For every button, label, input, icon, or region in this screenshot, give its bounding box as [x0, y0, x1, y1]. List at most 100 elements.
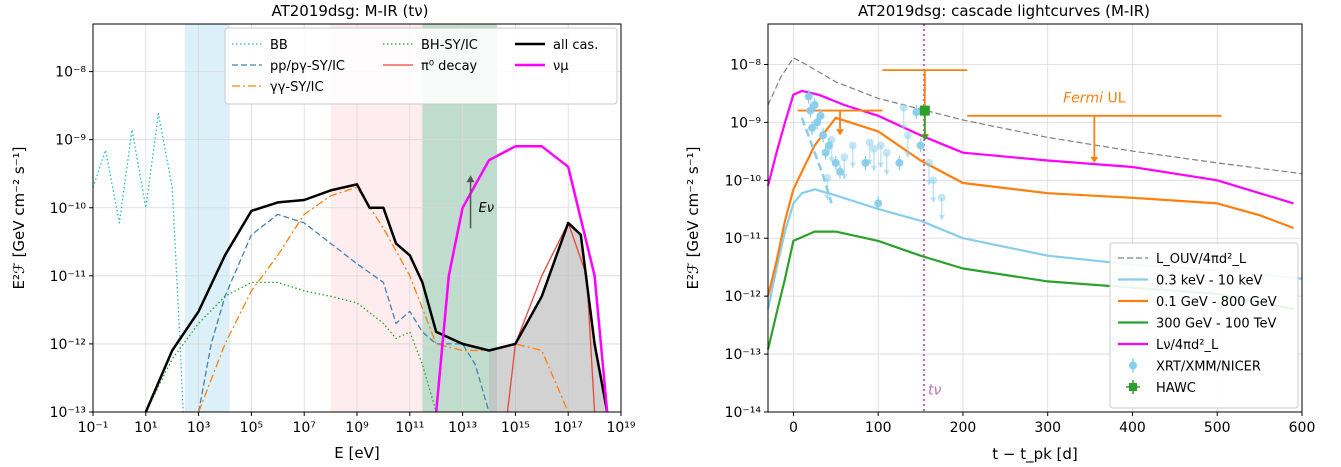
xray-point-18: [874, 199, 883, 208]
right-series-line-4: [766, 89, 1294, 205]
left-ytick-label-3: 10⁻¹⁰: [50, 201, 87, 217]
left-legend-label-5: all cas.: [553, 38, 598, 53]
left-xtick-label-5: 10⁹: [345, 420, 369, 436]
right-legend-label-4: Lν/4πd²_L: [1156, 338, 1219, 353]
xray-point-2: [808, 124, 817, 133]
right-legend-label-1: 0.3 keV - 10 keV: [1156, 274, 1262, 289]
right-plot-frame: [767, 23, 1303, 413]
left-series-line-3: [145, 281, 437, 413]
xray-point-17: [869, 144, 878, 153]
xray-point-5: [816, 111, 825, 120]
xray-point-19: [876, 141, 885, 150]
left-series-line-0: [92, 113, 184, 413]
left-series-line-6: [434, 145, 609, 413]
right-ytick-label-1: 10⁻¹³: [725, 347, 761, 363]
xray-point-13: [840, 153, 849, 162]
right-ticks: 0 100 200 300 400 500 600 10⁻¹⁴ 10⁻¹³ 10⁻¹² 10⁻¹¹ 1…: [725, 57, 1316, 436]
right-series-line-2: [766, 116, 1294, 297]
left-xtick-label-0: 10⁻¹: [78, 420, 109, 436]
right-xtick-label-5: 500: [1204, 420, 1231, 436]
right-legend-data-label-1: HAWC: [1156, 381, 1196, 396]
xray-point-8: [823, 173, 832, 182]
xray-ul-arrowhead-28: [938, 214, 946, 220]
panel-right: AT2019dsg: cascade lightcurves (M-IR) tν…: [684, 2, 1315, 464]
right-annotations: tν Fermi UL: [797, 24, 1222, 412]
xray-point-14: [848, 141, 857, 150]
panel-left: AT2019dsg: M-IR (tν) Eν 10⁻¹ 10¹ 10³ 10⁵ 10⁷…: [10, 2, 636, 462]
left-xtick-label-3: 10⁵: [240, 420, 263, 436]
xray-ul-arrowhead-23: [904, 152, 912, 158]
xray-point-11: [831, 158, 840, 167]
xray-ul-arrowhead-22: [900, 124, 908, 130]
left-annotations: Eν: [466, 175, 494, 229]
left-xtick-label-8: 10¹⁵: [501, 420, 530, 436]
xray-ul-arrowhead-19: [877, 162, 885, 168]
right-legend-label-0: L_OUV/4πd²_L: [1156, 252, 1247, 267]
xray-point-22: [899, 103, 908, 112]
right-xtick-label-3: 300: [1034, 420, 1061, 436]
right-series-line-0: [767, 57, 1303, 175]
fermi-ul-label: Fermi UL: [1063, 91, 1126, 107]
xray-ul-arrowhead-14: [849, 162, 857, 168]
xray-ul-arrowhead-16: [866, 159, 874, 165]
left-ytick-label-1: 10⁻¹²: [50, 337, 86, 353]
xray-ul-arrowhead-27: [929, 197, 937, 203]
left-xtick-label-1: 10¹: [134, 420, 157, 436]
left-xtick-label-9: 10¹⁷: [554, 420, 583, 436]
left-legend-label-4: π⁰ decay: [421, 59, 478, 74]
legend-xray-marker: [1129, 361, 1137, 370]
left-ticks: 10⁻¹ 10¹ 10³ 10⁵ 10⁷ 10⁹ 10¹¹ 10¹³ 10¹⁵ 10¹⁷ 10¹⁹ 1…: [50, 65, 636, 436]
e-nu-label: Eν: [479, 201, 494, 216]
right-ytick-label-6: 10⁻⁸: [730, 57, 761, 73]
e-nu-arrowhead: [466, 175, 475, 183]
shaded-cascade-region: [489, 222, 608, 412]
hawc-ul-arrowhead: [920, 134, 929, 140]
left-xtick-label-6: 10¹¹: [395, 420, 424, 436]
left-y-axis-label: E²ℱ [GeV cm⁻² s⁻¹]: [10, 147, 28, 290]
energy-band-0: [184, 24, 230, 412]
right-legend-data-label-0: XRT/XMM/NICER: [1156, 360, 1261, 375]
fermi-ul-arrowhead-0: [836, 129, 845, 136]
right-ytick-label-5: 10⁻⁹: [730, 115, 761, 131]
xray-point-4: [813, 118, 822, 127]
left-series-line-1: [197, 213, 490, 413]
xray-ul-arrowhead-10: [828, 156, 836, 162]
xray-ul-arrowhead-17: [870, 165, 878, 171]
xray-point-28: [937, 193, 946, 202]
left-series: [92, 113, 609, 413]
left-legend-label-0: BB: [270, 38, 288, 53]
left-legend-label-2: γγ-SY/IC: [270, 80, 324, 95]
xray-ul-arrowhead-8: [823, 194, 831, 200]
left-xtick-label-10: 10¹⁹: [606, 420, 635, 436]
right-ytick-label-0: 10⁻¹⁴: [725, 405, 762, 421]
right-legend: L_OUV/4πd²_L 0.3 keV - 10 keV 0.1 GeV - 80…: [1109, 242, 1299, 409]
xray-point-7: [821, 148, 830, 157]
left-chart-title: AT2019dsg: M-IR (tν): [271, 2, 428, 20]
left-legend-label-3: BH-SY/IC: [421, 38, 478, 53]
xray-point-3: [810, 100, 819, 109]
right-xtick-label-1: 100: [865, 420, 892, 436]
left-legend-label-1: pp/pγ-SY/IC: [270, 59, 345, 74]
xray-point-20: [882, 148, 891, 157]
xray-ul-arrowhead-20: [883, 169, 891, 175]
right-legend-label-3: 300 GeV - 100 TeV: [1156, 317, 1277, 332]
xray-point-21: [895, 158, 904, 167]
xray-point-10: [827, 135, 836, 144]
xray-point-23: [903, 131, 912, 140]
t-nu-label: tν: [928, 383, 941, 399]
left-legend: BB pp/pγ-SY/IC γγ-SY/IC BH-SY/IC π⁰ decay all…: [224, 27, 618, 105]
left-ytick-label-2: 10⁻¹¹: [50, 269, 86, 285]
right-ytick-label-2: 10⁻¹²: [725, 289, 761, 305]
xray-point-6: [819, 131, 828, 140]
xray-point-16: [865, 138, 874, 147]
left-xtick-label-2: 10³: [187, 420, 210, 436]
fermi-ul-arrowhead-2: [1090, 156, 1099, 163]
left-legend-label-6: νμ: [553, 59, 569, 74]
right-xtick-label-6: 600: [1289, 420, 1316, 436]
xray-point-1: [806, 106, 815, 115]
xray-point-25: [916, 141, 925, 150]
right-xtick-label-2: 200: [950, 420, 977, 436]
right-xtick-label-4: 400: [1119, 420, 1146, 436]
xray-point-26: [925, 158, 934, 167]
